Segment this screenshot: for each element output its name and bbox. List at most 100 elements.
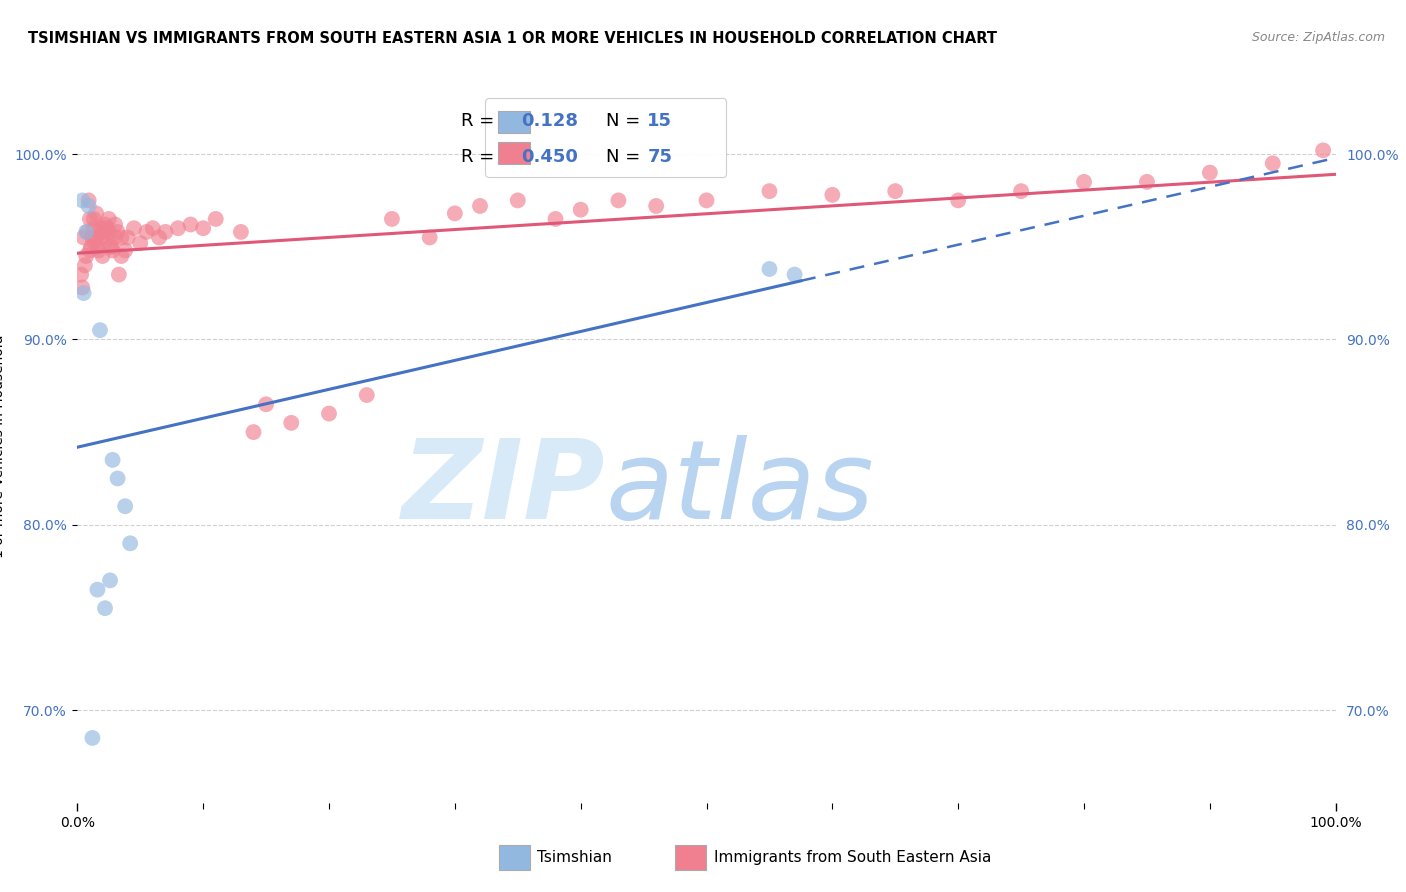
Point [72, 194, 94, 208]
Point [75, 225, 97, 239]
Point [419, 230, 441, 244]
Point [607, 194, 630, 208]
Point [148, 230, 170, 244]
Text: R =: R = [461, 112, 501, 130]
Point [948, 194, 970, 208]
Text: TSIMSHIAN VS IMMIGRANTS FROM SOUTH EASTERN ASIA 1 OR MORE VEHICLES IN HOUSEHOLD : TSIMSHIAN VS IMMIGRANTS FROM SOUTH EASTE… [28, 31, 997, 46]
Point [204, 211, 226, 226]
Point [110, 230, 132, 244]
Text: Tsimshian: Tsimshian [537, 850, 612, 864]
Text: 0.450: 0.450 [522, 148, 578, 166]
Point [135, 225, 157, 239]
Point [180, 218, 202, 232]
Text: 15: 15 [647, 112, 672, 130]
Point [645, 199, 668, 213]
Point [87, 244, 110, 258]
Point [783, 268, 806, 282]
Text: N =: N = [606, 112, 645, 130]
Point [254, 397, 277, 411]
Point [468, 199, 491, 213]
Point [318, 407, 340, 421]
Point [821, 187, 844, 202]
Point [72, 280, 94, 294]
Point [381, 211, 404, 226]
Point [758, 184, 780, 198]
Point [107, 471, 129, 485]
Point [129, 235, 152, 250]
Point [73, 258, 96, 272]
Point [104, 218, 127, 232]
Point [114, 500, 136, 514]
Point [280, 416, 302, 430]
Point [229, 225, 252, 239]
Point [90, 230, 112, 244]
Point [93, 225, 115, 239]
Point [114, 244, 136, 258]
Point [122, 221, 145, 235]
Point [101, 453, 124, 467]
Text: Source: ZipAtlas.com: Source: ZipAtlas.com [1251, 31, 1385, 45]
Point [242, 425, 264, 439]
Text: 75: 75 [647, 148, 672, 166]
Point [83, 211, 105, 226]
Point [86, 582, 108, 597]
Point [89, 323, 111, 337]
Point [70, 268, 93, 282]
Point [356, 388, 378, 402]
Point [696, 194, 718, 208]
Text: R =: R = [461, 148, 501, 166]
Legend:                               ,                               : , [485, 98, 727, 177]
Text: atlas: atlas [606, 435, 875, 542]
Point [1073, 175, 1095, 189]
Point [89, 221, 111, 235]
Point [884, 184, 907, 198]
Point [84, 206, 107, 220]
Point [91, 249, 114, 263]
Point [117, 230, 139, 244]
Point [100, 240, 122, 254]
Point [79, 211, 101, 226]
Point [1199, 166, 1222, 180]
Point [80, 240, 103, 254]
Point [84, 235, 107, 250]
Point [96, 230, 118, 244]
Point [544, 211, 567, 226]
Point [569, 202, 592, 217]
Point [79, 244, 101, 258]
Point [94, 218, 117, 232]
Point [108, 268, 131, 282]
Point [97, 225, 120, 239]
Point [110, 249, 132, 263]
Point [91, 221, 114, 235]
Point [72, 230, 94, 244]
Point [142, 221, 165, 235]
Y-axis label: 1 or more Vehicles in Household: 1 or more Vehicles in Household [0, 334, 6, 558]
Point [1136, 175, 1159, 189]
Point [101, 244, 124, 258]
Point [167, 221, 190, 235]
Point [107, 225, 129, 239]
Point [758, 262, 780, 277]
Text: 0.128: 0.128 [522, 112, 578, 130]
Text: Immigrants from South Eastern Asia: Immigrants from South Eastern Asia [714, 850, 991, 864]
Point [97, 211, 120, 226]
Point [191, 221, 215, 235]
Point [84, 230, 107, 244]
Point [506, 194, 529, 208]
Point [77, 199, 100, 213]
Point [82, 230, 104, 244]
Point [1312, 144, 1334, 158]
Point [96, 221, 118, 235]
Point [75, 249, 97, 263]
Point [77, 194, 100, 208]
Point [1010, 184, 1032, 198]
Point [83, 221, 105, 235]
Point [444, 206, 467, 220]
Point [98, 574, 121, 588]
Point [94, 601, 117, 615]
Point [155, 225, 177, 239]
Point [104, 230, 127, 244]
Point [76, 225, 98, 239]
Point [86, 240, 108, 254]
Point [82, 731, 104, 745]
